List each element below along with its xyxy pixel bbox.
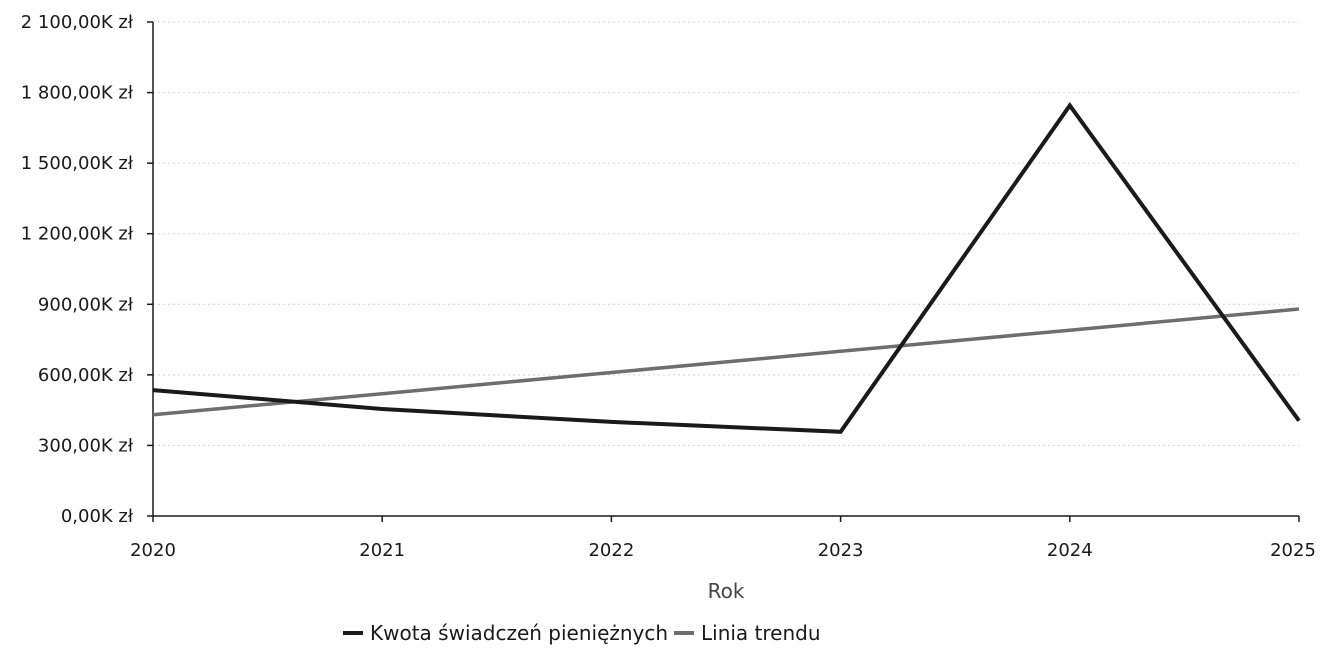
y-tick-label: 1 800,00K zł [21, 83, 134, 104]
legend: Kwota świadczeń pieniężnych Linia trendu [343, 621, 821, 645]
x-tick-label: 2023 [818, 540, 864, 561]
x-tick-label: 2020 [130, 540, 176, 561]
x-tick-label: 2024 [1047, 540, 1093, 561]
series-lines [152, 102, 1301, 434]
gridlines [153, 21, 1299, 446]
y-tick-label: 300,00K zł [38, 435, 134, 456]
x-tick-label: 2022 [588, 540, 634, 561]
series-line-trend [152, 307, 1300, 417]
x-tick-label: 2021 [359, 540, 405, 561]
x-tick-label: 2025 [1270, 540, 1316, 561]
x-axis-title: Rok [708, 579, 745, 603]
legend-label: Kwota świadczeń pieniężnych [370, 621, 668, 645]
y-tick-label: 0,00K zł [61, 506, 134, 527]
legend-label: Linia trendu [701, 621, 821, 645]
y-tick-label: 1 200,00K zł [21, 224, 134, 245]
y-axis: 0,00K zł 300,00K zł 600,00K zł 900,00K zł 1 … [21, 12, 154, 527]
y-tick-label: 900,00K zł [38, 294, 134, 315]
y-tick-label: 600,00K zł [38, 365, 134, 386]
y-tick-label: 1 500,00K zł [21, 153, 134, 174]
series-line-kwota [152, 102, 1301, 434]
y-tick-label: 2 100,00K zł [21, 12, 134, 33]
x-axis: 2020 2021 2022 2023 2024 2025 [130, 515, 1316, 561]
